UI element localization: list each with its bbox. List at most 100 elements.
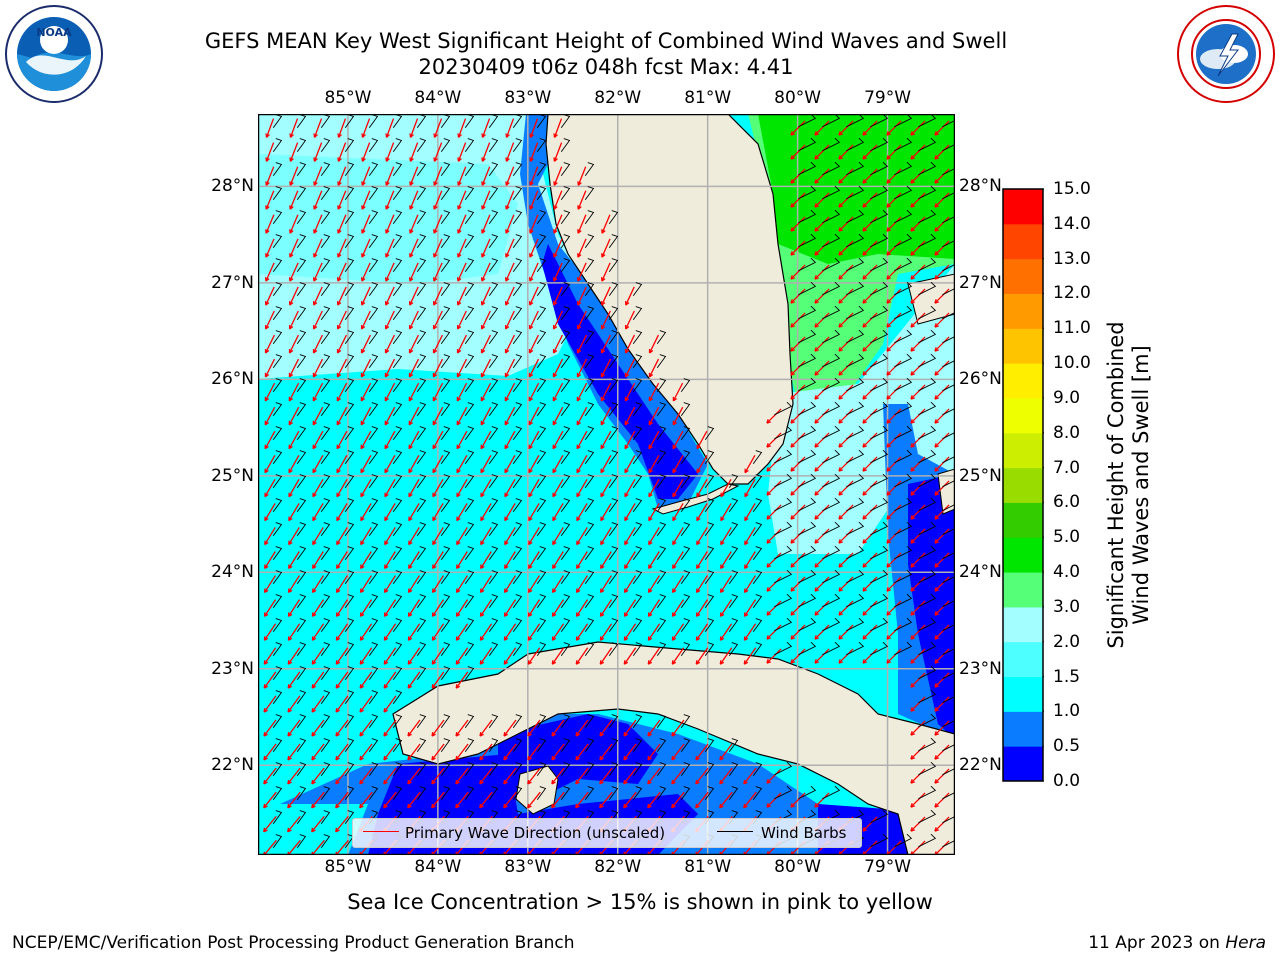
wave-arrow-head xyxy=(528,372,534,378)
wave-arrow xyxy=(433,310,443,330)
wave-arrow-head xyxy=(720,564,725,570)
wave-arrow-head xyxy=(528,492,533,498)
wind-barb xyxy=(608,714,619,729)
wave-arrow xyxy=(336,575,348,593)
wave-arrow-head xyxy=(480,444,485,450)
wind-barb xyxy=(512,642,523,657)
wave-height-map xyxy=(258,114,955,855)
wave-arrow-head xyxy=(408,348,414,354)
wave-arrow-head xyxy=(336,396,342,402)
wave-arrow xyxy=(407,599,421,617)
wind-barb xyxy=(870,353,889,368)
wave-arrow-head xyxy=(457,157,462,162)
wave-arrow-head xyxy=(910,683,915,688)
wave-arrow-head xyxy=(504,468,509,474)
wave-arrow xyxy=(407,647,421,665)
wave-arrow xyxy=(312,454,324,474)
wave-arrow xyxy=(361,310,371,330)
wave-arrow-head xyxy=(311,660,317,665)
wind-barb xyxy=(918,329,937,344)
wave-arrow-head xyxy=(790,347,795,352)
wave-arrow-head xyxy=(455,779,460,785)
wind-barb xyxy=(488,450,499,465)
wind-barb xyxy=(774,401,793,416)
wave-arrow-head xyxy=(528,516,533,522)
wave-arrow-head xyxy=(456,348,462,354)
wave-arrow-head xyxy=(766,635,771,640)
wave-arrow-head xyxy=(576,396,582,402)
wind-barb xyxy=(344,762,355,777)
wind-barb xyxy=(320,402,331,417)
wind-barb xyxy=(632,330,643,345)
wave-arrow xyxy=(838,432,854,448)
wave-arrow-head xyxy=(359,708,364,713)
wave-arrow xyxy=(481,214,491,234)
wave-arrow-head xyxy=(766,779,771,784)
wind-barb xyxy=(656,498,667,513)
wave-arrow xyxy=(623,743,637,761)
wind-barb xyxy=(272,210,283,225)
wind-barb xyxy=(918,665,937,680)
longitude-label-top: 79°W xyxy=(864,88,912,108)
wave-arrow-head xyxy=(263,612,269,617)
wave-arrow xyxy=(456,406,468,426)
wave-arrow-head xyxy=(504,348,510,354)
wave-arrow-head xyxy=(838,299,843,304)
wave-arrow xyxy=(265,166,275,186)
wind-barb xyxy=(296,306,307,321)
wave-arrow xyxy=(263,815,277,833)
wave-arrow-head xyxy=(265,181,270,186)
wave-arrow-head xyxy=(599,731,604,737)
wave-arrow xyxy=(505,262,515,282)
wave-arrow-head xyxy=(505,229,510,234)
wind-barb xyxy=(894,305,913,320)
wave-arrow-head xyxy=(551,803,556,809)
wave-arrow-head xyxy=(648,396,654,402)
wave-arrow-head xyxy=(624,396,630,402)
wave-arrow-head xyxy=(599,612,605,617)
wind-barb xyxy=(296,234,307,249)
wind-barb xyxy=(416,498,427,513)
wave-arrow-head xyxy=(600,564,605,570)
wave-arrow xyxy=(431,767,445,785)
wave-arrow xyxy=(385,334,395,354)
wave-arrow xyxy=(886,216,902,232)
colorbar-title: Significant Height of Combined Wind Wave… xyxy=(1104,321,1154,648)
wave-arrow-head xyxy=(288,301,294,306)
wind-barb xyxy=(320,594,331,609)
wave-arrow xyxy=(336,479,348,497)
wave-arrow xyxy=(433,214,443,234)
wave-arrow-head xyxy=(264,420,269,426)
wave-arrow xyxy=(480,406,492,426)
wave-arrow xyxy=(934,480,950,496)
wind-barb xyxy=(680,402,691,417)
wind-barb xyxy=(918,377,937,392)
wave-arrow-head xyxy=(384,372,390,378)
wave-arrow xyxy=(384,406,396,426)
wave-arrow-head xyxy=(910,779,915,784)
wind-barb xyxy=(918,114,937,128)
wave-arrow-head xyxy=(408,301,414,306)
wind-barb xyxy=(632,618,643,633)
wind-barb xyxy=(440,354,451,369)
wave-arrow-head xyxy=(265,133,270,138)
wave-arrow-head xyxy=(311,684,317,689)
wave-arrow xyxy=(743,791,757,809)
wave-arrow-head xyxy=(457,133,462,138)
wave-arrow xyxy=(505,334,515,354)
wind-barb xyxy=(392,474,403,489)
colorbar-segment xyxy=(1003,572,1043,608)
colorbar-title-line2: Wind Waves and Swell [m] xyxy=(1129,345,1153,625)
wave-arrow-head xyxy=(455,660,461,665)
wave-arrow-head xyxy=(886,227,891,232)
wave-arrow-head xyxy=(287,588,293,593)
wave-arrow xyxy=(625,286,635,306)
wind-barb xyxy=(320,330,331,345)
wave-arrow xyxy=(263,791,277,809)
wave-arrow xyxy=(529,238,539,258)
wind-barb xyxy=(894,161,913,176)
wind-barb xyxy=(632,306,643,321)
wave-arrow-head xyxy=(838,611,843,616)
wind-barb xyxy=(320,714,331,729)
wave-arrow xyxy=(455,743,469,761)
